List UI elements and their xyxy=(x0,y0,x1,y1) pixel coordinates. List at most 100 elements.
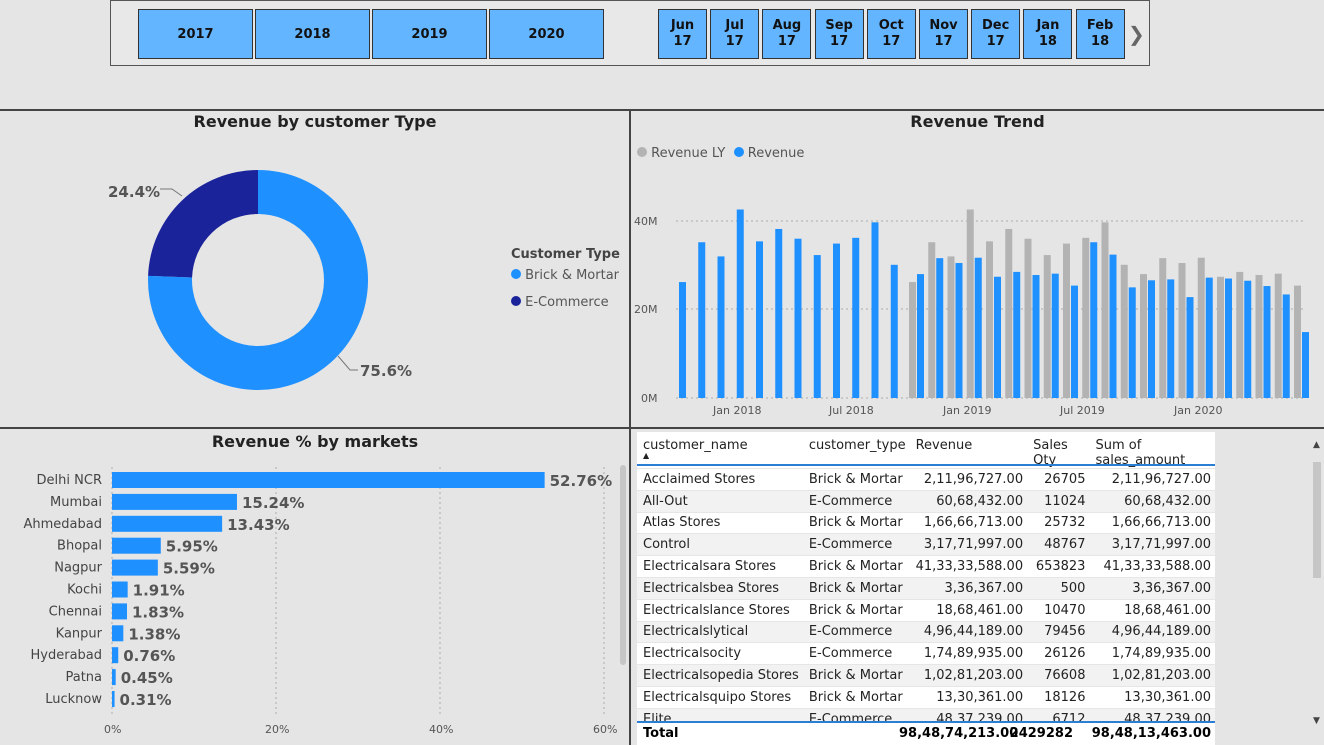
markets-chart[interactable]: 0% 20% 40% 60% Delhi NCR 52.76% Mumbai 15.2… xyxy=(0,455,630,745)
market-bar[interactable] xyxy=(112,537,161,554)
bar-revenue-ly[interactable] xyxy=(947,256,955,398)
market-bar[interactable] xyxy=(112,581,128,598)
bar-revenue-ly[interactable] xyxy=(1043,255,1051,398)
bar-revenue[interactable] xyxy=(1090,242,1098,398)
market-bar[interactable] xyxy=(112,669,116,686)
bar-revenue-ly[interactable] xyxy=(1024,238,1032,398)
table-row[interactable]: Electricalsquipo Stores Brick & Mortar 13,… xyxy=(637,685,1215,709)
table-row[interactable]: Electricalslance Stores Brick & Mortar 18,… xyxy=(637,598,1215,622)
bar-revenue[interactable] xyxy=(756,241,763,398)
column-header-customer-type[interactable]: customer_type xyxy=(802,432,910,469)
bar-revenue-ly[interactable] xyxy=(1063,243,1070,398)
column-header-sales-qty[interactable]: Sales Qty xyxy=(1027,432,1090,469)
market-bar[interactable] xyxy=(112,493,237,510)
bar-revenue[interactable] xyxy=(736,209,744,398)
table-row[interactable]: Electricalsocity E-Commerce 1,74,89,935.00… xyxy=(637,642,1215,665)
bar-revenue-ly[interactable] xyxy=(1101,222,1109,398)
month-button[interactable]: Jun 17 xyxy=(658,9,707,59)
bar-revenue[interactable] xyxy=(890,264,898,398)
bar-revenue-ly[interactable] xyxy=(909,282,916,398)
bar-revenue-ly[interactable] xyxy=(1274,273,1282,398)
market-bar[interactable] xyxy=(112,647,119,664)
bar-revenue-ly[interactable] xyxy=(1082,237,1090,398)
year-button-2018[interactable]: 2018 xyxy=(255,9,370,59)
table-row[interactable]: Control E-Commerce 3,17,71,997.00 48767 3,17… xyxy=(637,533,1215,556)
legend-item-ecommerce[interactable]: E-Commerce xyxy=(511,295,609,310)
bar-revenue[interactable] xyxy=(679,282,686,398)
bar-revenue-ly[interactable] xyxy=(1005,228,1013,398)
bar-revenue[interactable] xyxy=(852,237,860,398)
year-button-2020[interactable]: 2020 xyxy=(489,9,604,59)
table-row[interactable]: Electricalsara Stores Brick & Mortar 41,33… xyxy=(637,555,1215,578)
bar-revenue[interactable] xyxy=(1109,254,1117,398)
donut-chart[interactable]: 24.4% 75.6% xyxy=(0,130,630,426)
bar-revenue-ly[interactable] xyxy=(1294,285,1301,398)
bar-revenue[interactable] xyxy=(717,256,725,398)
table-row[interactable]: Electricalslytical E-Commerce 4,96,44,189.… xyxy=(637,620,1215,643)
bar-revenue-ly[interactable] xyxy=(1120,264,1128,398)
bar-revenue[interactable] xyxy=(917,274,924,398)
bar-revenue[interactable] xyxy=(1148,280,1155,398)
scroll-down-icon[interactable]: ▼ xyxy=(1313,716,1320,726)
table-row[interactable]: Electricalsbea Stores Brick & Mortar 3,36,… xyxy=(637,576,1215,600)
bar-revenue-ly[interactable] xyxy=(1140,274,1147,398)
bar-revenue[interactable] xyxy=(1225,278,1232,398)
bar-revenue[interactable] xyxy=(1032,274,1040,398)
bar-revenue-ly[interactable] xyxy=(1178,263,1186,398)
market-bar[interactable] xyxy=(112,515,223,532)
scroll-up-icon[interactable]: ▲ xyxy=(1313,440,1320,450)
column-header-customer-name[interactable]: customer_name ▲ xyxy=(637,432,803,469)
year-button-2019[interactable]: 2019 xyxy=(372,9,487,59)
table-scrollbar[interactable]: ▲ ▼ xyxy=(1311,440,1323,730)
bar-revenue[interactable] xyxy=(1186,297,1194,398)
bar-revenue[interactable] xyxy=(974,257,982,398)
year-button-2017[interactable]: 2017 xyxy=(138,9,253,59)
bar-revenue-ly[interactable] xyxy=(1217,276,1224,398)
month-button[interactable]: Dec 17 xyxy=(971,9,1021,59)
market-bar[interactable] xyxy=(112,559,158,576)
legend-item-brick-mortar[interactable]: Brick & Mortar xyxy=(511,268,619,283)
bar-revenue-ly[interactable] xyxy=(966,209,974,398)
bar-revenue-ly[interactable] xyxy=(928,242,936,398)
bar-revenue[interactable] xyxy=(813,255,821,398)
bar-revenue[interactable] xyxy=(1071,285,1078,398)
market-bar[interactable] xyxy=(112,472,545,488)
legend-item-revenue-ly[interactable]: Revenue LY xyxy=(637,146,725,161)
table-row[interactable]: All-Out E-Commerce 60,68,432.00 11024 60,68,… xyxy=(637,489,1215,513)
chart-scrollbar[interactable] xyxy=(620,465,626,665)
bar-revenue[interactable] xyxy=(1051,273,1059,398)
donut-slice-ecommerce[interactable] xyxy=(148,170,258,278)
table-row[interactable]: Atlas Stores Brick & Mortar 1,66,66,713.00… xyxy=(637,511,1215,534)
bar-revenue-ly[interactable] xyxy=(1236,271,1244,398)
bar-revenue[interactable] xyxy=(698,242,706,398)
bar-revenue[interactable] xyxy=(871,222,879,398)
bar-revenue[interactable] xyxy=(1244,280,1252,398)
bar-revenue[interactable] xyxy=(1013,271,1021,398)
market-bar[interactable] xyxy=(112,691,115,707)
bar-revenue-ly[interactable] xyxy=(986,241,993,398)
bar-revenue-ly[interactable] xyxy=(1159,258,1167,398)
bar-revenue[interactable] xyxy=(833,243,840,398)
month-button[interactable]: Jul 17 xyxy=(710,9,760,59)
month-button[interactable]: Oct 17 xyxy=(866,9,916,59)
legend-item-revenue[interactable]: Revenue xyxy=(733,146,804,161)
chevron-right-icon[interactable]: ❯ xyxy=(1128,22,1145,46)
donut-slice-brick-mortar[interactable] xyxy=(147,170,368,390)
bar-revenue[interactable] xyxy=(955,263,963,398)
column-header-revenue[interactable]: Revenue xyxy=(909,432,1028,469)
bar-revenue-ly[interactable] xyxy=(1255,274,1263,398)
market-bar[interactable] xyxy=(112,603,128,620)
table-row[interactable]: Acclaimed Stores Brick & Mortar 2,11,96,72… xyxy=(637,468,1215,491)
bar-revenue[interactable] xyxy=(1263,286,1271,398)
bar-revenue[interactable] xyxy=(1205,277,1213,398)
bar-revenue[interactable] xyxy=(1128,287,1136,398)
bar-revenue-ly[interactable] xyxy=(1197,257,1205,398)
scrollbar-thumb[interactable] xyxy=(1313,462,1321,578)
bar-revenue[interactable] xyxy=(794,238,802,398)
month-button[interactable]: Feb 18 xyxy=(1075,9,1125,59)
trend-chart[interactable]: 40M 20M 0M Jan 2018 Jul 2018 Jan 2019 Ju… xyxy=(631,170,1324,426)
month-button[interactable]: Nov 17 xyxy=(919,9,968,59)
bar-revenue[interactable] xyxy=(994,276,1001,398)
month-button[interactable]: Sep 17 xyxy=(814,9,864,59)
market-bar[interactable] xyxy=(112,625,124,642)
